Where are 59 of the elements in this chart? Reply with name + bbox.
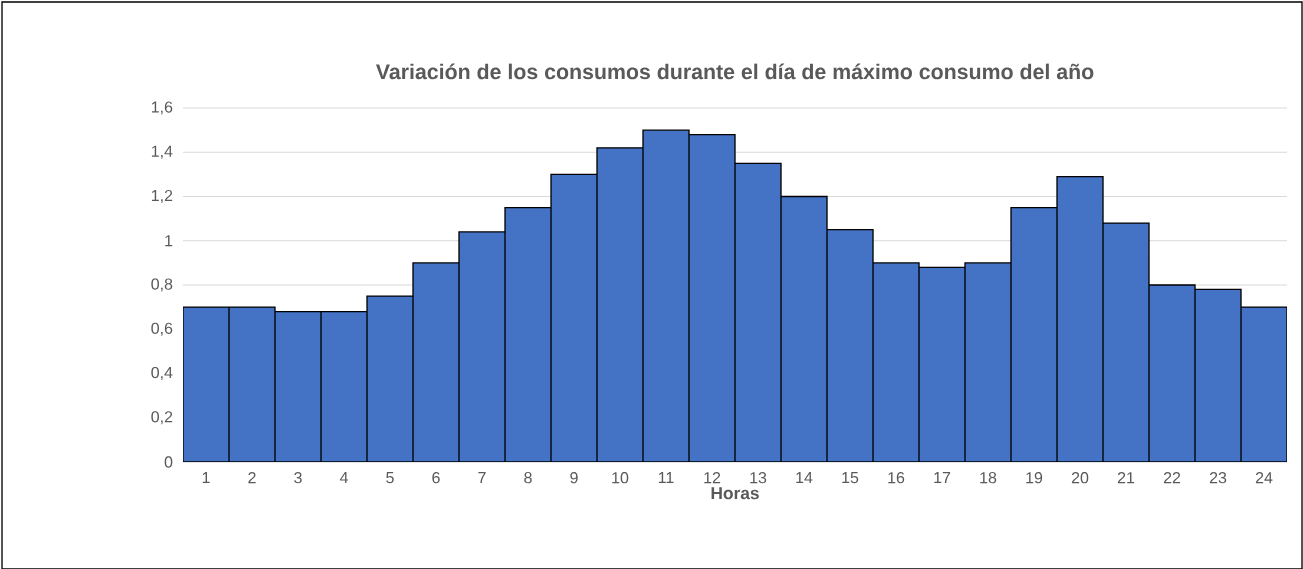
bar: [1102, 222, 1150, 462]
bar: [918, 266, 966, 462]
bar: [872, 262, 920, 462]
x-tick-label: 11: [658, 472, 674, 484]
bar: [183, 306, 230, 462]
y-tick-label: 0,4: [151, 366, 173, 381]
y-tick-label: 1,4: [151, 145, 173, 159]
bar: [1240, 306, 1288, 462]
x-tick-label: 20: [1071, 472, 1089, 484]
bar: [642, 129, 690, 462]
x-tick-label: 12: [704, 472, 721, 484]
bar: [274, 310, 322, 462]
bar: [412, 262, 460, 462]
y-tick-label: 0: [164, 456, 173, 468]
bar: [964, 262, 1012, 462]
bar: [734, 162, 782, 462]
bar: [1194, 288, 1242, 462]
x-tick-label: 9: [570, 472, 578, 484]
x-tick-label: 15: [842, 472, 859, 484]
x-tick-label: 6: [432, 472, 440, 484]
x-tick-label: 5: [386, 472, 394, 484]
bar: [550, 173, 598, 462]
x-tick-label: 4: [339, 472, 348, 484]
x-tick-label: 24: [1255, 472, 1273, 484]
x-tick-label: 18: [980, 472, 997, 484]
bar: [1010, 206, 1058, 462]
bar: [458, 231, 506, 462]
x-tick-label: 19: [1026, 472, 1043, 484]
x-tick-label: 3: [294, 472, 302, 484]
x-tick-label: 14: [796, 472, 813, 484]
x-tick-label: 17: [934, 472, 951, 484]
y-tick-label: 1: [165, 235, 173, 247]
x-tick-label: 2: [248, 472, 256, 484]
y-tick-label: 1,2: [151, 189, 173, 204]
bar: [688, 133, 736, 462]
bar: [366, 295, 414, 462]
x-tick-label: 16: [888, 472, 905, 484]
y-tick-label: 0,6: [151, 322, 173, 336]
x-tick-label: 21: [1117, 472, 1135, 484]
x-tick-label: 10: [612, 472, 629, 484]
x-tick-label: 1: [202, 472, 210, 484]
bar: [826, 229, 874, 462]
x-axis-title: Horas: [711, 487, 759, 500]
x-tick-label: 23: [1209, 472, 1227, 484]
y-tick-label: 1,6: [151, 101, 173, 115]
chart-title: Variación de los consumos durante el día de máximo consumo del año: [375, 63, 1094, 80]
bar: [504, 206, 552, 462]
x-tick-label: 22: [1163, 472, 1181, 484]
x-tick-label: 13: [750, 472, 767, 484]
bar: [320, 310, 368, 462]
x-tick-label: 8: [524, 472, 532, 484]
y-tick-label: 0,2: [151, 411, 173, 425]
x-tick-label: 7: [478, 472, 486, 484]
bar: [1148, 284, 1196, 462]
y-tick-label: 0,8: [151, 278, 173, 292]
bar: [1056, 175, 1104, 462]
bar: [780, 195, 828, 462]
bar: [228, 306, 276, 462]
bar: [596, 147, 644, 462]
